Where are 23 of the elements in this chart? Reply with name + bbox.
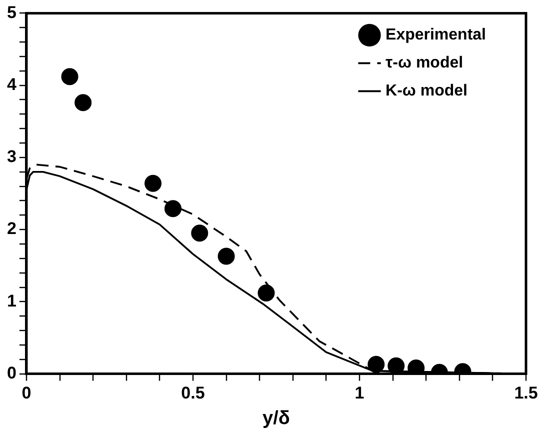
point [388,357,405,374]
y-tick-label: 5 [6,2,16,22]
x-axis-title: y/δ [262,408,290,429]
x-tick-label: 1.5 [514,384,538,403]
point [258,284,275,302]
point [164,200,182,218]
point [218,248,235,265]
point [191,224,208,242]
point [74,94,92,112]
x-tick-label: 0 [22,384,32,403]
y-tick-label: 4 [6,75,17,94]
point [144,174,162,192]
point [61,68,78,86]
x-tick-label: 1 [354,384,364,403]
legend-label: K-ω model [386,82,468,100]
point [368,356,385,373]
legend-label: Experimental [386,26,486,44]
y-tick-label: 2 [6,219,16,238]
x-tick-label: 0.5 [181,384,205,403]
y-tick-label: 0 [6,363,16,382]
y-tick-label: 1 [6,291,16,310]
legend-label: τ-ω model [386,54,464,72]
y-tick-label: 3 [6,147,16,166]
